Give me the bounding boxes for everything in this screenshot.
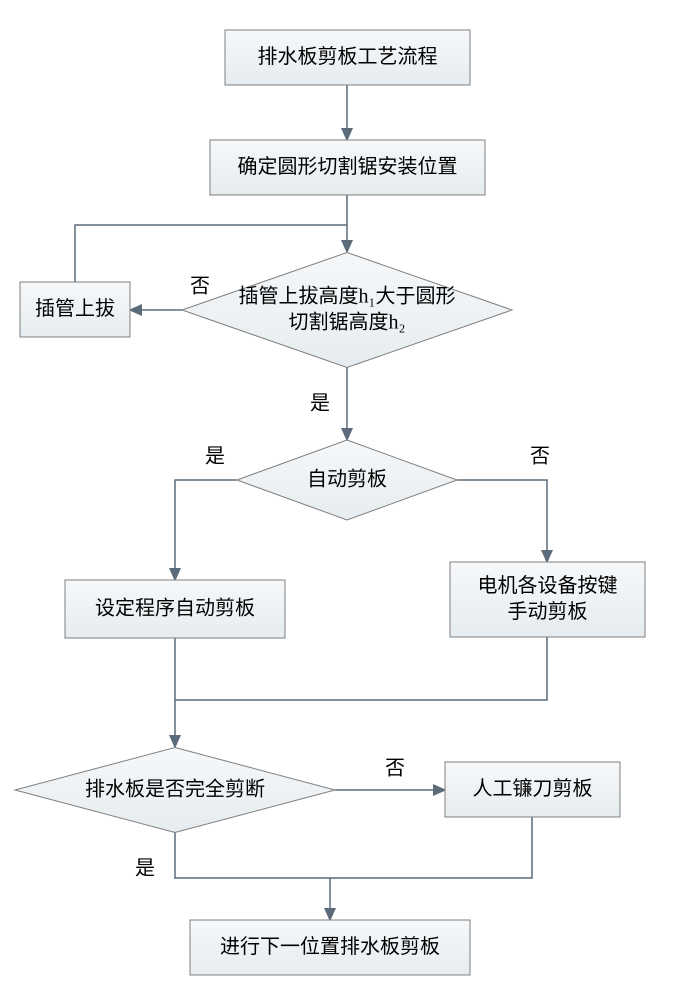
edge-e10: 否 — [335, 758, 445, 790]
edge-e7: 否 — [457, 446, 550, 562]
svg-text:排水板是否完全剪断: 排水板是否完全剪断 — [85, 778, 265, 801]
node-n3: 插管上拔高度h₁大于圆形切割锯高度h₂ — [182, 253, 512, 368]
svg-text:否: 否 — [385, 758, 405, 780]
edge-e11 — [330, 817, 532, 878]
svg-text:自动剪板: 自动剪板 — [307, 468, 387, 491]
node-n10: 进行下一位置排水板剪板 — [190, 920, 470, 975]
svg-text:否: 否 — [190, 276, 210, 298]
svg-text:电机各设备按键: 电机各设备按键 — [478, 574, 618, 597]
svg-text:手动剪板: 手动剪板 — [508, 600, 588, 623]
edge-e5: 是 — [310, 367, 347, 440]
svg-text:确定圆形切割锯安装位置: 确定圆形切割锯安装位置 — [238, 155, 458, 178]
svg-text:切割锯高度h₂: 切割锯高度h₂ — [289, 311, 406, 334]
edge-e6: 是 — [175, 446, 237, 580]
edge-e12: 是 — [135, 832, 330, 920]
svg-text:排水板剪板工艺流程: 排水板剪板工艺流程 — [258, 45, 438, 68]
node-n4: 插管上拔 — [20, 282, 130, 337]
svg-text:进行下一位置排水板剪板: 进行下一位置排水板剪板 — [220, 935, 440, 958]
node-n7: 电机各设备按键手动剪板 — [450, 562, 645, 637]
node-n2: 确定圆形切割锯安装位置 — [210, 140, 485, 195]
svg-text:人工镰刀剪板: 人工镰刀剪板 — [473, 777, 593, 800]
svg-text:是: 是 — [205, 446, 225, 468]
node-n8: 排水板是否完全剪断 — [15, 748, 335, 833]
node-n5: 自动剪板 — [237, 440, 457, 520]
svg-text:是: 是 — [310, 393, 330, 415]
svg-text:是: 是 — [135, 858, 155, 880]
node-n9: 人工镰刀剪板 — [445, 762, 620, 817]
svg-text:设定程序自动剪板: 设定程序自动剪板 — [95, 597, 255, 620]
node-n1: 排水板剪板工艺流程 — [225, 30, 470, 85]
edge-e8 — [175, 637, 547, 700]
node-n6: 设定程序自动剪板 — [65, 580, 285, 638]
svg-text:否: 否 — [530, 446, 550, 468]
svg-text:插管上拔高度h₁大于圆形: 插管上拔高度h₁大于圆形 — [239, 285, 456, 308]
svg-text:插管上拔: 插管上拔 — [35, 297, 115, 320]
